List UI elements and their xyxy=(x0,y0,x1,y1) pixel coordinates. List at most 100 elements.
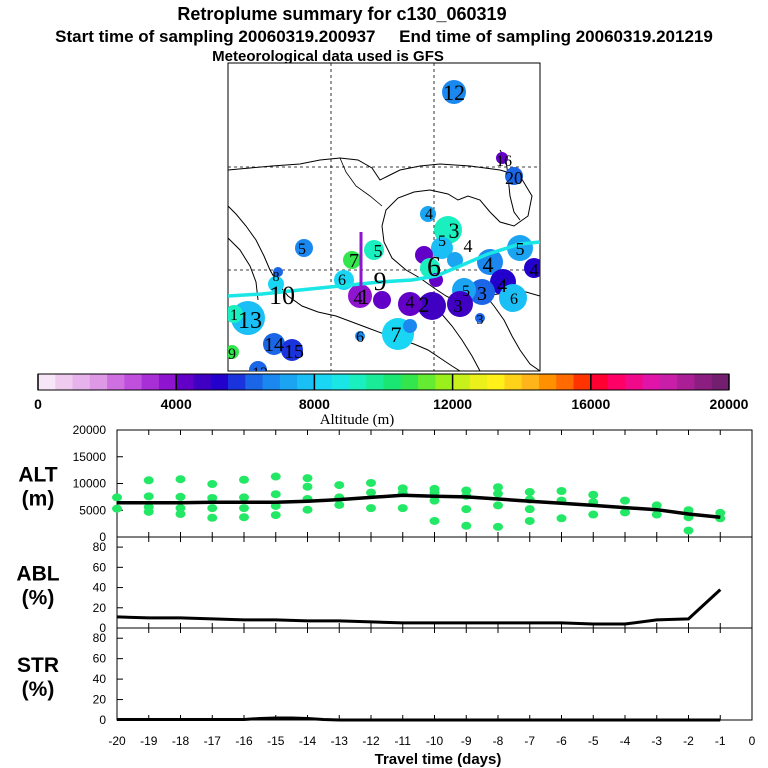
map-label: 15 xyxy=(284,341,304,363)
x-tick-label: -15 xyxy=(267,734,285,748)
altitude-point xyxy=(524,516,535,525)
altitude-point xyxy=(651,510,662,519)
plume-circle xyxy=(420,206,436,222)
y-tick-label: 0 xyxy=(99,621,106,635)
plume-circle xyxy=(228,345,239,359)
plume-circle xyxy=(263,333,285,355)
plume-circle xyxy=(447,291,473,317)
plume-circle xyxy=(398,292,422,316)
altitude-point xyxy=(175,475,186,484)
altitude-point xyxy=(175,504,186,513)
map-label: 4 xyxy=(425,206,433,223)
y-tick-label: 60 xyxy=(93,652,107,666)
panel-frame xyxy=(116,536,753,629)
y-tick-label: 5000 xyxy=(79,503,106,517)
plume-circle xyxy=(364,240,384,260)
altitude-point xyxy=(175,492,186,501)
x-tick-label: -14 xyxy=(299,734,317,748)
plume-circle xyxy=(295,239,313,257)
x-tick-label: -5 xyxy=(588,734,599,748)
plume-circle xyxy=(507,235,533,261)
x-tick-label: -20 xyxy=(108,734,126,748)
colorbar-swatch xyxy=(158,374,177,390)
plume-circle xyxy=(281,339,303,361)
x-tick-label: -13 xyxy=(331,734,349,748)
altitude-point xyxy=(651,501,662,510)
colorbar-tick-label: 16000 xyxy=(571,396,610,412)
altitude-point xyxy=(683,526,694,535)
colorbar-swatch xyxy=(107,374,125,390)
map-label: 13 xyxy=(238,308,262,334)
altitude-point xyxy=(270,501,281,510)
met-data-line: Meteorological data used is GFS xyxy=(212,48,444,65)
colorbar-swatch xyxy=(452,374,471,390)
coastline xyxy=(228,205,461,371)
altitude-point xyxy=(524,505,535,514)
altitude-point xyxy=(620,496,630,505)
plume-circle xyxy=(499,284,527,312)
plume-circle xyxy=(355,331,365,341)
x-tick-label: -17 xyxy=(204,734,222,748)
altitude-point xyxy=(239,513,249,522)
altitude-point xyxy=(270,490,281,499)
colorbar-tick-label: 12000 xyxy=(433,396,472,412)
altitude-point xyxy=(493,501,503,510)
colorbar-swatch xyxy=(124,374,143,390)
altitude-point xyxy=(175,509,186,518)
x-tick-label: -9 xyxy=(461,734,472,748)
altitude-point xyxy=(334,500,345,509)
border xyxy=(339,157,383,207)
map-label: 12 xyxy=(252,365,268,382)
flight-track xyxy=(228,240,540,298)
time-series-panels: 05000100001500020000ALT(m)020406080ABL(%… xyxy=(16,423,755,748)
x-tick-label: -12 xyxy=(362,734,380,748)
map-label: 7 xyxy=(349,250,359,272)
map-label: 5 xyxy=(516,239,525,259)
colorbar-swatch xyxy=(400,374,419,390)
altitude-point xyxy=(143,476,154,485)
altitude-point xyxy=(302,474,313,483)
plume-circle xyxy=(496,152,508,164)
x-tick-label: -1 xyxy=(715,734,726,748)
colorbar-swatch xyxy=(608,374,626,390)
panel-abl: 0 20 40 60 80 ABL(%) xyxy=(16,536,753,635)
sampling-time-line: Start time of sampling 20060319.200937 E… xyxy=(55,27,713,46)
colorbar-swatch xyxy=(314,374,333,390)
map-label: 5 xyxy=(298,241,306,258)
y-tick-label: 0 xyxy=(99,530,106,544)
map-label: 4 xyxy=(497,275,507,297)
map-label: 5 xyxy=(462,283,470,300)
map-label: 6 xyxy=(427,252,441,283)
map-label: 4 xyxy=(464,236,473,256)
y-tick-label: 20000 xyxy=(73,423,107,437)
coastline xyxy=(228,237,259,301)
map-panel: 12 16 20 4 3 5 4 5 5 7 5 4 6 9 8 6 10 1 … xyxy=(227,62,541,382)
x-axis-label: Travel time (days) xyxy=(375,751,502,768)
map-number-labels: 12 16 20 4 3 5 4 5 5 7 5 4 6 9 8 6 10 1 … xyxy=(228,80,539,382)
abl-line xyxy=(116,588,722,626)
colorbar-swatch xyxy=(89,374,108,390)
panel-alt: 0 5000 10000 15000 20000 ALT(m) xyxy=(18,423,753,544)
y-tick-label: 80 xyxy=(93,631,107,645)
altitude-point xyxy=(588,490,599,499)
altitude-point xyxy=(239,475,249,484)
colorbar-tick-label: 8000 xyxy=(299,396,330,412)
colorbar-tick-label: 20000 xyxy=(710,396,749,412)
colorbar-swatch xyxy=(141,374,160,390)
altitude-point xyxy=(207,480,218,489)
colorbar-swatch xyxy=(210,374,229,390)
map-label: 20 xyxy=(505,168,523,188)
y-tick-label: 80 xyxy=(93,540,107,554)
plume-circle xyxy=(431,237,453,259)
altitude-point xyxy=(556,486,567,495)
plume-circle xyxy=(249,361,267,371)
plume-circle xyxy=(524,258,540,278)
colorbar-swatch xyxy=(435,374,454,390)
plume-circle xyxy=(403,319,417,333)
altitude-point xyxy=(493,489,503,498)
colorbar-swatch xyxy=(331,374,350,390)
altitude-point xyxy=(493,483,503,492)
colorbar-swatch xyxy=(55,374,74,390)
map-label: 3 xyxy=(477,283,487,305)
colorbar-swatch xyxy=(228,374,246,390)
